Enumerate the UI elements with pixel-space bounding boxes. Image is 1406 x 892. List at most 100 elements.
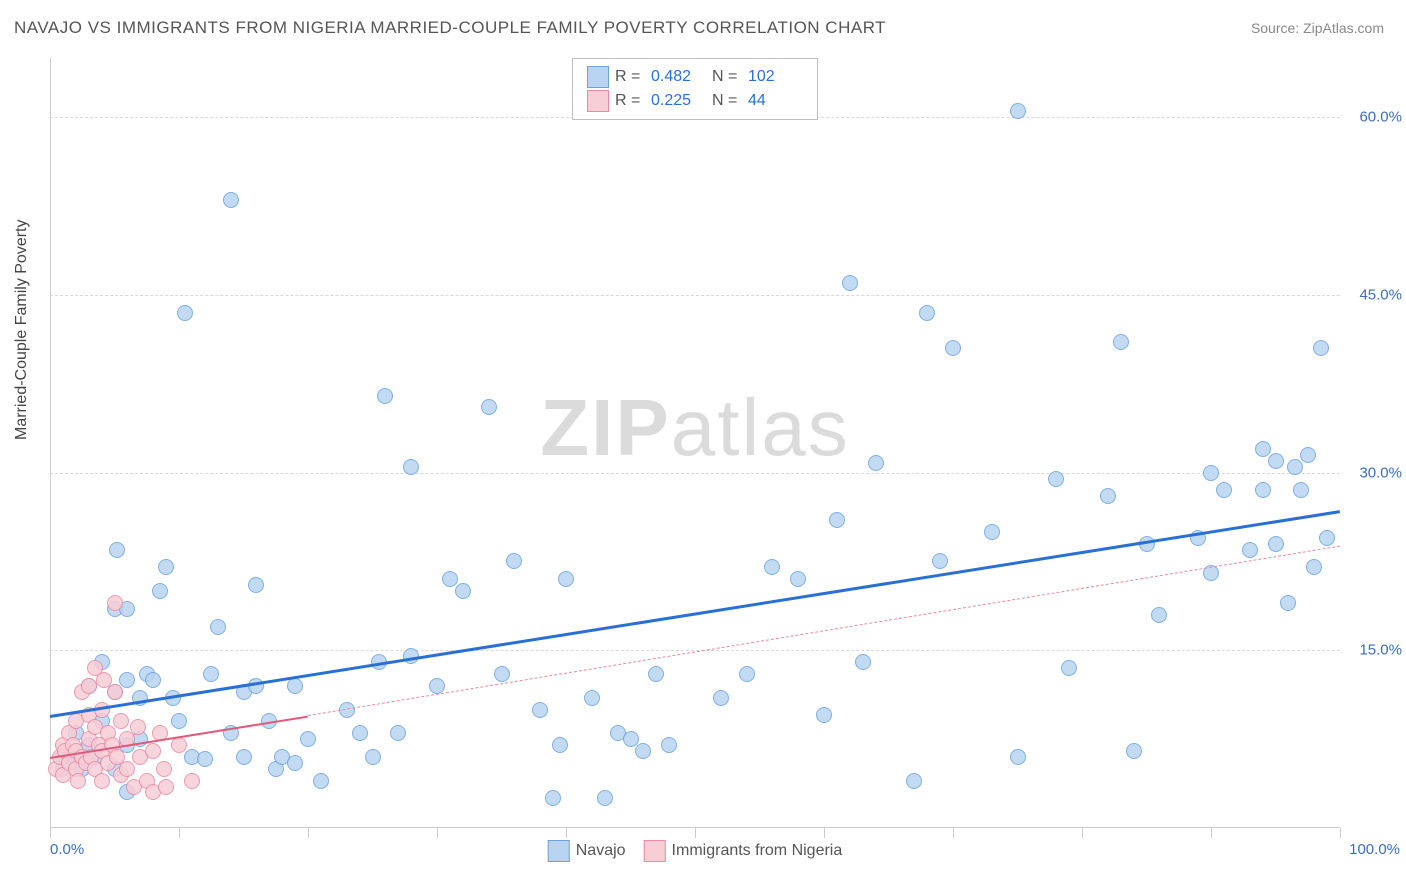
data-point (1100, 488, 1116, 504)
x-tick (1211, 828, 1212, 838)
data-point (1151, 607, 1167, 623)
data-point (1306, 559, 1322, 575)
data-point (494, 666, 510, 682)
swatch-navajo (548, 840, 570, 862)
r-label: R = (615, 68, 645, 86)
x-tick (179, 828, 180, 838)
data-point (152, 583, 168, 599)
plot-area: 15.0%30.0%45.0%60.0%0.0%100.0% (50, 58, 1340, 828)
r-value-navajo: 0.482 (651, 68, 706, 86)
data-point (984, 524, 1000, 540)
data-point (584, 690, 600, 706)
data-point (1216, 482, 1232, 498)
r-label: R = (615, 92, 645, 110)
data-point (816, 707, 832, 723)
legend-label-navajo: Navajo (576, 842, 626, 859)
x-tick (695, 828, 696, 838)
data-point (661, 737, 677, 753)
data-point (390, 725, 406, 741)
data-point (1203, 465, 1219, 481)
x-tick-label-max: 100.0% (1349, 841, 1400, 858)
data-point (764, 559, 780, 575)
swatch-nigeria (644, 840, 666, 862)
legend-label-nigeria: Immigrants from Nigeria (672, 842, 843, 859)
swatch-nigeria (587, 90, 609, 112)
data-point (158, 559, 174, 575)
data-point (1313, 340, 1329, 356)
x-tick (50, 828, 51, 838)
data-point (506, 553, 522, 569)
data-point (945, 340, 961, 356)
legend-item-nigeria: Immigrants from Nigeria (644, 840, 843, 862)
data-point (429, 678, 445, 694)
data-point (119, 672, 135, 688)
gridline (50, 295, 1340, 296)
data-point (1268, 536, 1284, 552)
data-point (1010, 103, 1026, 119)
x-tick (953, 828, 954, 838)
x-tick (566, 828, 567, 838)
data-point (558, 571, 574, 587)
n-value-nigeria: 44 (748, 92, 803, 110)
data-point (300, 731, 316, 747)
data-point (248, 577, 264, 593)
data-point (313, 773, 329, 789)
data-point (1319, 530, 1335, 546)
data-point (623, 731, 639, 747)
n-label: N = (712, 92, 742, 110)
data-point (184, 773, 200, 789)
data-point (236, 749, 252, 765)
data-point (1280, 595, 1296, 611)
data-point (287, 678, 303, 694)
data-point (906, 773, 922, 789)
data-point (109, 542, 125, 558)
data-point (145, 743, 161, 759)
correlation-legend: R = 0.482 N = 102 R = 0.225 N = 44 (572, 58, 818, 120)
source-attribution: Source: ZipAtlas.com (1251, 20, 1384, 36)
gridline (50, 473, 1340, 474)
data-point (1010, 749, 1026, 765)
legend-row-nigeria: R = 0.225 N = 44 (587, 89, 803, 113)
n-value-navajo: 102 (748, 68, 803, 86)
data-point (156, 761, 172, 777)
data-point (1287, 459, 1303, 475)
trend-line (50, 511, 1340, 719)
chart-title: NAVAJO VS IMMIGRANTS FROM NIGERIA MARRIE… (14, 18, 886, 38)
scatter-chart: ZIPatlas 15.0%30.0%45.0%60.0%0.0%100.0% … (50, 58, 1340, 828)
data-point (1300, 447, 1316, 463)
data-point (1126, 743, 1142, 759)
data-point (545, 790, 561, 806)
y-tick-label: 15.0% (1359, 642, 1402, 659)
source-name: ZipAtlas.com (1303, 20, 1384, 36)
data-point (81, 678, 97, 694)
legend-item-navajo: Navajo (548, 840, 626, 862)
data-point (1255, 441, 1271, 457)
data-point (70, 773, 86, 789)
data-point (597, 790, 613, 806)
data-point (1255, 482, 1271, 498)
data-point (94, 773, 110, 789)
y-tick-label: 60.0% (1359, 109, 1402, 126)
data-point (855, 654, 871, 670)
y-axis-line (50, 58, 51, 828)
data-point (145, 672, 161, 688)
data-point (119, 761, 135, 777)
data-point (377, 388, 393, 404)
data-point (171, 737, 187, 753)
data-point (1048, 471, 1064, 487)
trend-line (308, 546, 1340, 716)
data-point (829, 512, 845, 528)
data-point (203, 666, 219, 682)
n-label: N = (712, 68, 742, 86)
x-tick (1082, 828, 1083, 838)
legend-row-navajo: R = 0.482 N = 102 (587, 65, 803, 89)
data-point (648, 666, 664, 682)
data-point (1061, 660, 1077, 676)
data-point (1113, 334, 1129, 350)
x-tick (308, 828, 309, 838)
data-point (158, 779, 174, 795)
y-tick-label: 45.0% (1359, 286, 1402, 303)
data-point (481, 399, 497, 415)
data-point (868, 455, 884, 471)
data-point (403, 459, 419, 475)
